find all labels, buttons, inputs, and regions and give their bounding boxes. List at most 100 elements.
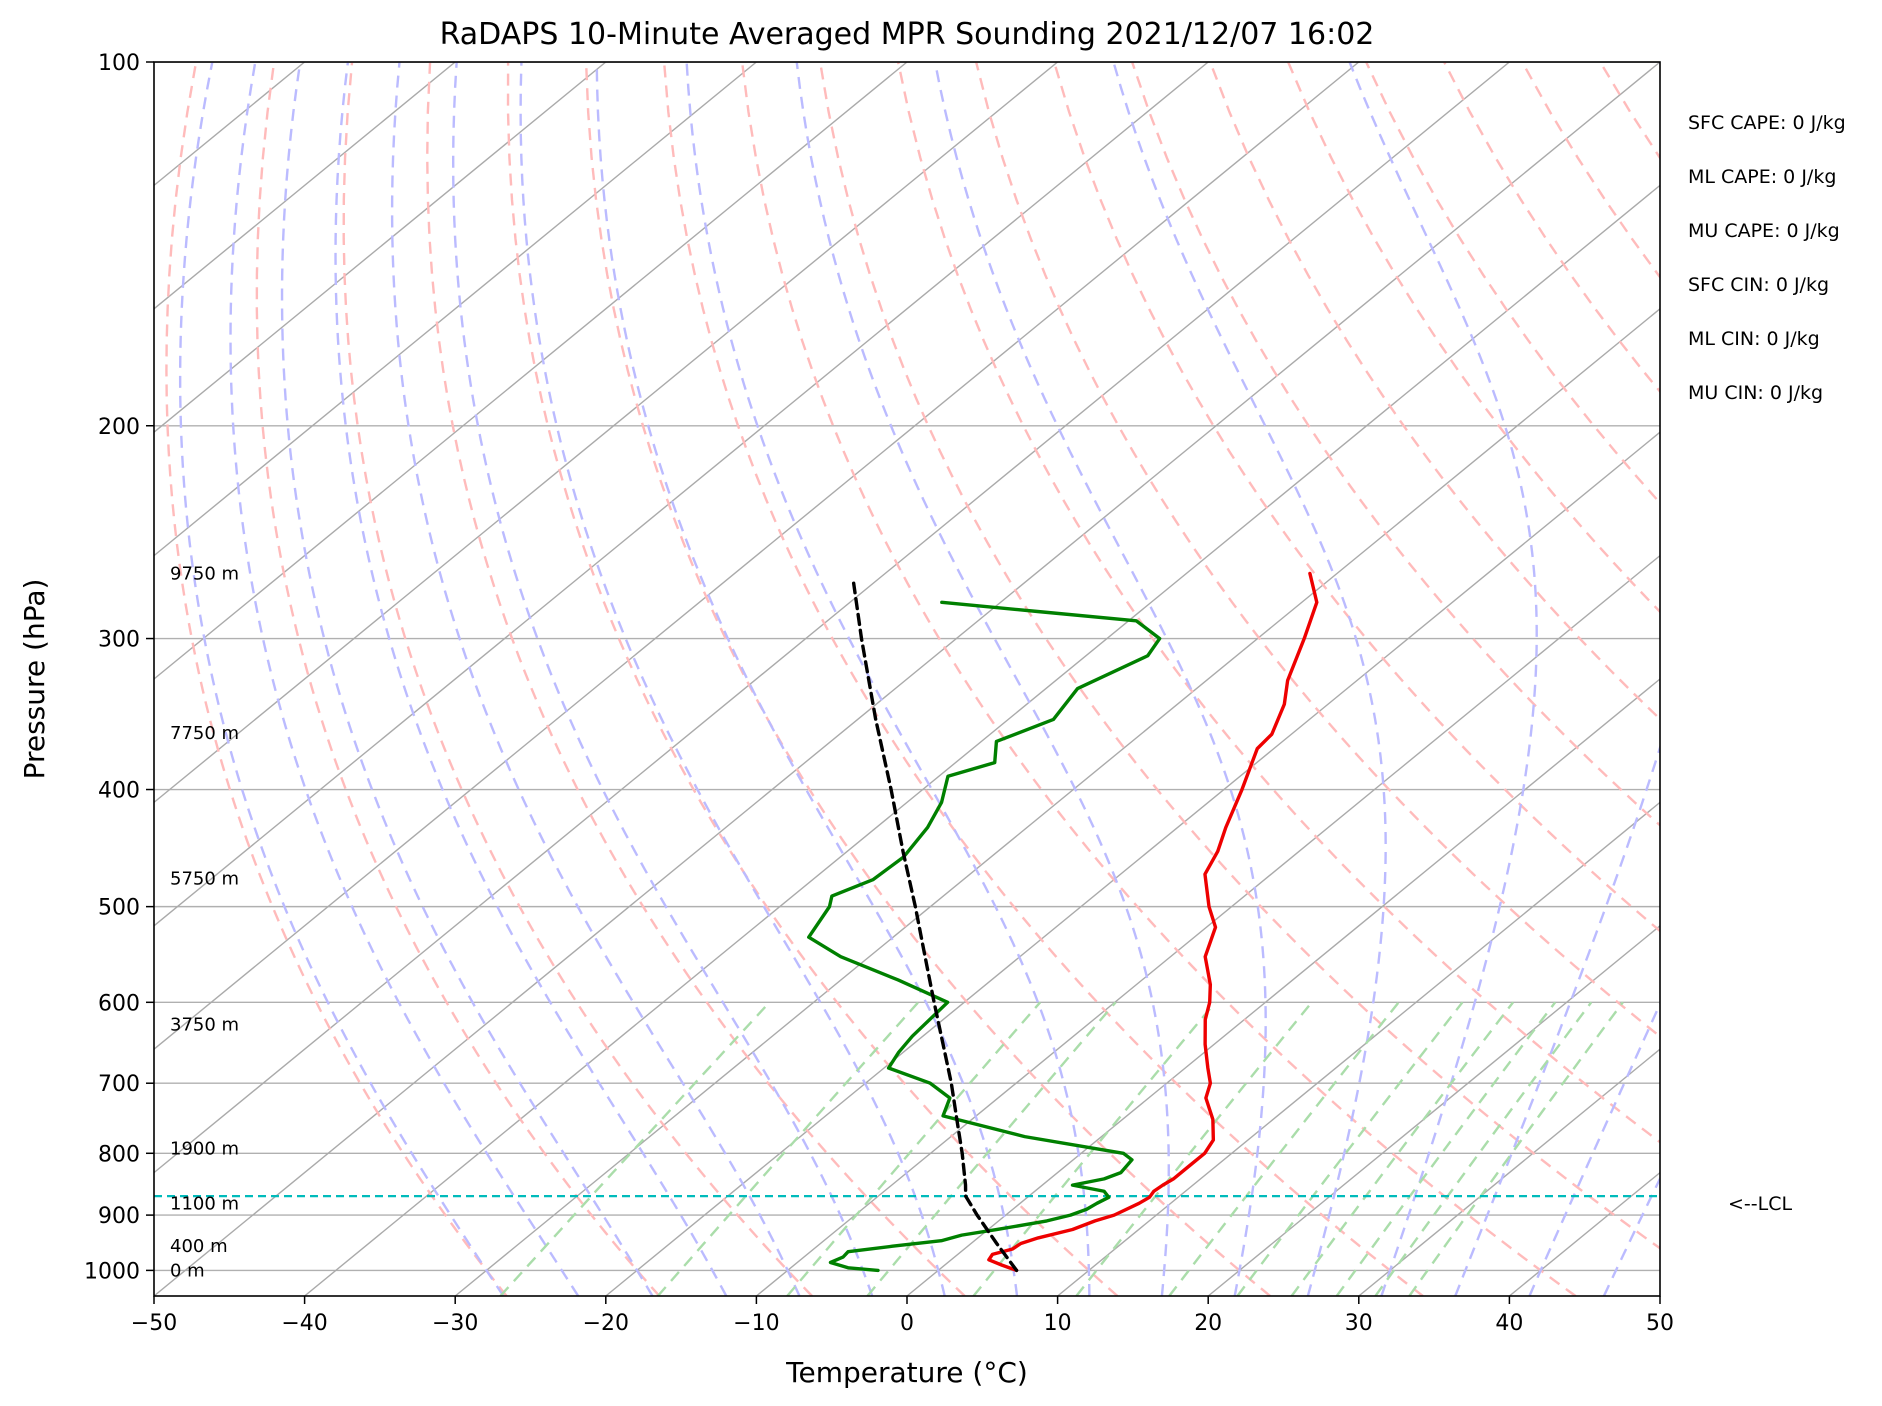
moist-adiabat: [1348, 62, 1538, 1296]
height-label: 1900 m: [170, 1139, 239, 1160]
x-tick-label: −50: [131, 1311, 177, 1336]
height-label: 0 m: [170, 1260, 205, 1281]
dry-adiabat-lines: [165, 62, 1660, 1296]
isotherm-30: [1358, 1048, 1660, 1296]
height-label: 400 m: [170, 1236, 228, 1257]
isotherm--20: [605, 431, 1660, 1296]
dry-adiabat: [662, 62, 1424, 1296]
isobar-gridlines: [154, 62, 1660, 1272]
mixing-ratio-line: [1408, 1001, 1624, 1296]
mixing-ratio-line: [1236, 1001, 1464, 1296]
height-label: 1100 m: [170, 1193, 239, 1214]
x-axis-ticks: −50 −40 −30 −20 −10 0 10 20 30 40 50: [131, 1296, 1674, 1336]
stat-line: SFC CAPE: 0 J/kg: [1688, 112, 1846, 134]
isotherm--40: [304, 184, 1660, 1296]
mixing-ratio-line: [1335, 1001, 1557, 1296]
dry-adiabat: [584, 62, 1271, 1296]
x-tick-label: −10: [733, 1311, 779, 1336]
height-label: 5750 m: [170, 869, 239, 890]
isotherm--80: [154, 62, 1209, 927]
y-tick-label: 400: [98, 779, 140, 804]
height-labels: 0 m 400 m 1100 m 1900 m 3750 m 5750 m 7750 m 97…: [170, 563, 239, 1281]
moist-adiabat: [280, 62, 654, 1296]
moist-adiabat: [390, 62, 801, 1296]
dry-adiabat: [974, 62, 1660, 1038]
x-tick-label: 20: [1194, 1311, 1222, 1336]
isotherm--100: [154, 62, 908, 680]
x-tick-label: 10: [1044, 1311, 1072, 1336]
dry-adiabat: [426, 62, 966, 1296]
x-tick-label: 50: [1646, 1311, 1674, 1336]
stat-line: ML CIN: 0 J/kg: [1688, 328, 1820, 350]
lcl-label: <--LCL: [1728, 1193, 1792, 1215]
y-tick-label: 1000: [84, 1259, 140, 1284]
isotherm--50: [154, 62, 1660, 1296]
mixing-ratio-line: [786, 1001, 1042, 1296]
mixing-ratio-line: [656, 1001, 920, 1296]
chart-title: RaDAPS 10-Minute Averaged MPR Sounding 2…: [440, 17, 1375, 52]
height-label: 9750 m: [170, 563, 239, 584]
isotherm--30: [454, 307, 1660, 1296]
height-label: 3750 m: [170, 1015, 239, 1036]
stats-panel: SFC CAPE: 0 J/kg ML CAPE: 0 J/kg MU CAPE: …: [1688, 112, 1846, 404]
y-tick-label: 900: [98, 1204, 140, 1229]
isotherm--10: [755, 554, 1660, 1296]
dry-adiabat: [506, 62, 1119, 1296]
mixing-ratio-line: [499, 1001, 771, 1296]
moist-adiabat: [1112, 62, 1387, 1296]
x-tick-label: −30: [432, 1311, 478, 1336]
y-tick-label: 600: [98, 991, 140, 1016]
isotherm-20: [1207, 924, 1660, 1296]
isotherm-10: [1057, 801, 1660, 1296]
x-tick-label: −40: [281, 1311, 327, 1336]
mixing-ratio-line: [1374, 1001, 1593, 1296]
stat-line: MU CAPE: 0 J/kg: [1688, 220, 1840, 242]
isotherm--60: [154, 62, 1510, 1174]
dry-adiabat: [165, 62, 508, 1296]
y-tick-label: 200: [98, 415, 140, 440]
isotherm--90: [154, 62, 1059, 804]
isotherm--120: [154, 62, 607, 434]
moist-adiabat: [334, 62, 728, 1296]
mixing-ratio-line: [1075, 1001, 1313, 1296]
stat-line: MU CIN: 0 J/kg: [1688, 382, 1823, 404]
plot-area: [154, 62, 1660, 1296]
y-tick-label: 500: [98, 896, 140, 921]
x-tick-label: 0: [900, 1311, 914, 1336]
x-axis-label: Temperature (°C): [785, 1356, 1028, 1389]
moist-adiabat: [595, 62, 1019, 1296]
dry-adiabat: [818, 62, 1660, 1250]
mixing-ratio-line: [866, 1001, 1117, 1296]
temperature-line: [987, 571, 1319, 1273]
moist-adiabat: [229, 62, 580, 1296]
isotherm--110: [154, 62, 757, 557]
dewpoint-line: [807, 600, 1162, 1273]
y-tick-label: 700: [98, 1072, 140, 1097]
isotherm--70: [154, 62, 1360, 1051]
x-tick-label: 40: [1495, 1311, 1523, 1336]
dry-adiabat: [740, 62, 1577, 1296]
sounding-series: [807, 571, 1319, 1273]
isotherm--130: [154, 62, 456, 310]
x-tick-label: −20: [583, 1311, 629, 1336]
y-tick-label: 800: [98, 1142, 140, 1167]
mixing-ratio-line: [1290, 1001, 1515, 1296]
moist-adiabat-lines: [178, 62, 1660, 1296]
y-tick-label: 100: [98, 51, 140, 76]
moist-adiabat: [933, 62, 1267, 1296]
y-axis-label: Pressure (hPa): [18, 579, 51, 780]
x-tick-label: 30: [1345, 1311, 1373, 1336]
moist-adiabat: [178, 62, 505, 1296]
moist-adiabat: [519, 62, 946, 1296]
y-axis-ticks: 100 200 300 400 500 600 700 800 900 1000: [84, 51, 154, 1284]
height-label: 7750 m: [170, 723, 239, 744]
dry-adiabat: [255, 62, 661, 1296]
isotherm-lines: [154, 62, 1660, 1296]
moist-adiabat: [451, 62, 874, 1296]
dry-adiabat: [896, 62, 1660, 1144]
stat-line: ML CAPE: 0 J/kg: [1688, 166, 1836, 188]
moist-adiabat: [795, 62, 1170, 1296]
isotherm-0: [906, 678, 1660, 1296]
